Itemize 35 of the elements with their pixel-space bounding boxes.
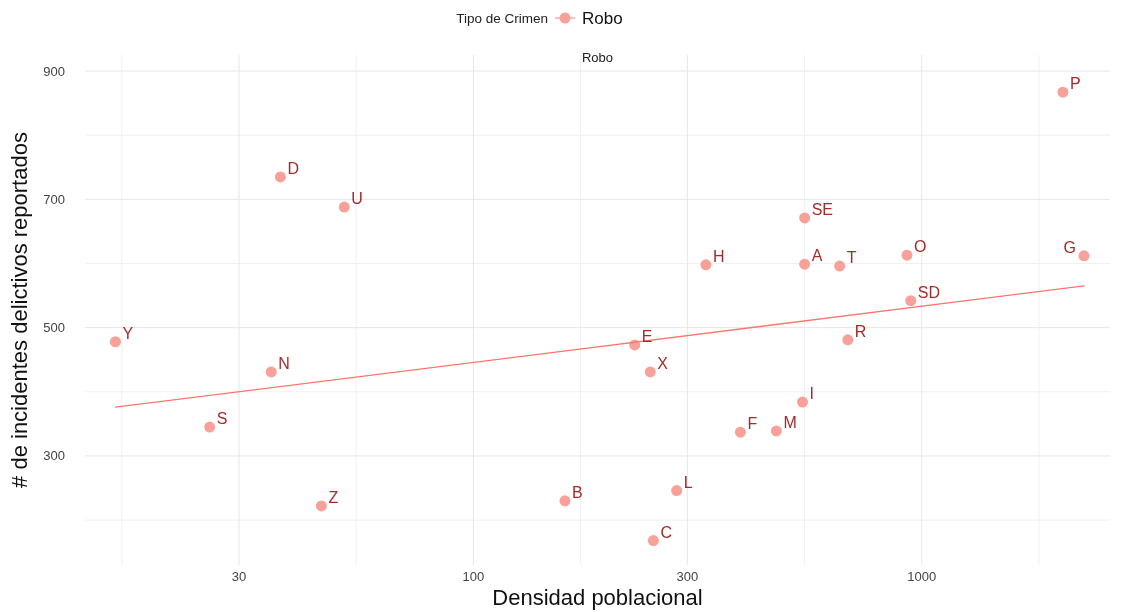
annotation: Z [328, 488, 339, 506]
x-tick-label: 300 [676, 569, 699, 584]
annotation: O [913, 238, 927, 256]
x-axis-title: Densidad poblacional [492, 585, 703, 610]
y-tick-label: 700 [43, 191, 65, 207]
annotation: B [571, 483, 583, 501]
chart-subtitle: Robo [581, 50, 614, 65]
x-tick-label: 30 [231, 569, 247, 584]
annotation: L [683, 473, 693, 491]
y-tick-label: 900 [43, 63, 65, 79]
annotation: H [712, 247, 725, 265]
annotation: P [1069, 75, 1081, 93]
annotation: F [747, 415, 758, 433]
annotation: U [351, 190, 363, 208]
annotation: I [809, 385, 814, 403]
annotation: SE [811, 200, 833, 218]
legend-title: Tipo de Crimen [456, 11, 548, 26]
y-axis-title: # de incidentes delictivos reportados [7, 132, 32, 488]
annotation: S [216, 410, 228, 428]
annotation: C [660, 523, 672, 541]
annotation: R [854, 322, 867, 340]
annotation: A [811, 247, 823, 265]
annotation: N [278, 354, 290, 372]
annotation: D [287, 159, 299, 177]
annotation: X [657, 354, 669, 372]
annotation: G [1063, 238, 1076, 256]
annotation: SD [917, 283, 940, 301]
annotation: Y [122, 324, 134, 342]
y-tick-label: 300 [43, 448, 65, 464]
x-tick-label: 1000 [907, 569, 937, 584]
legend-label: Robo [582, 9, 623, 28]
annotation: M [783, 413, 797, 431]
annotation: T [846, 249, 857, 267]
x-tick-label: 100 [462, 569, 485, 584]
y-tick-label: 500 [43, 320, 65, 336]
